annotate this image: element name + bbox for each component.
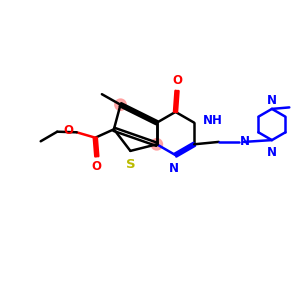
Circle shape — [151, 139, 163, 150]
Text: N: N — [267, 94, 277, 106]
Circle shape — [115, 99, 126, 110]
Text: N: N — [267, 146, 277, 158]
Text: O: O — [172, 74, 182, 87]
Text: NH: NH — [202, 114, 223, 127]
Text: O: O — [64, 124, 74, 137]
Text: N: N — [169, 162, 179, 175]
Text: S: S — [126, 158, 135, 170]
Text: O: O — [92, 160, 102, 173]
Text: N: N — [239, 135, 250, 148]
